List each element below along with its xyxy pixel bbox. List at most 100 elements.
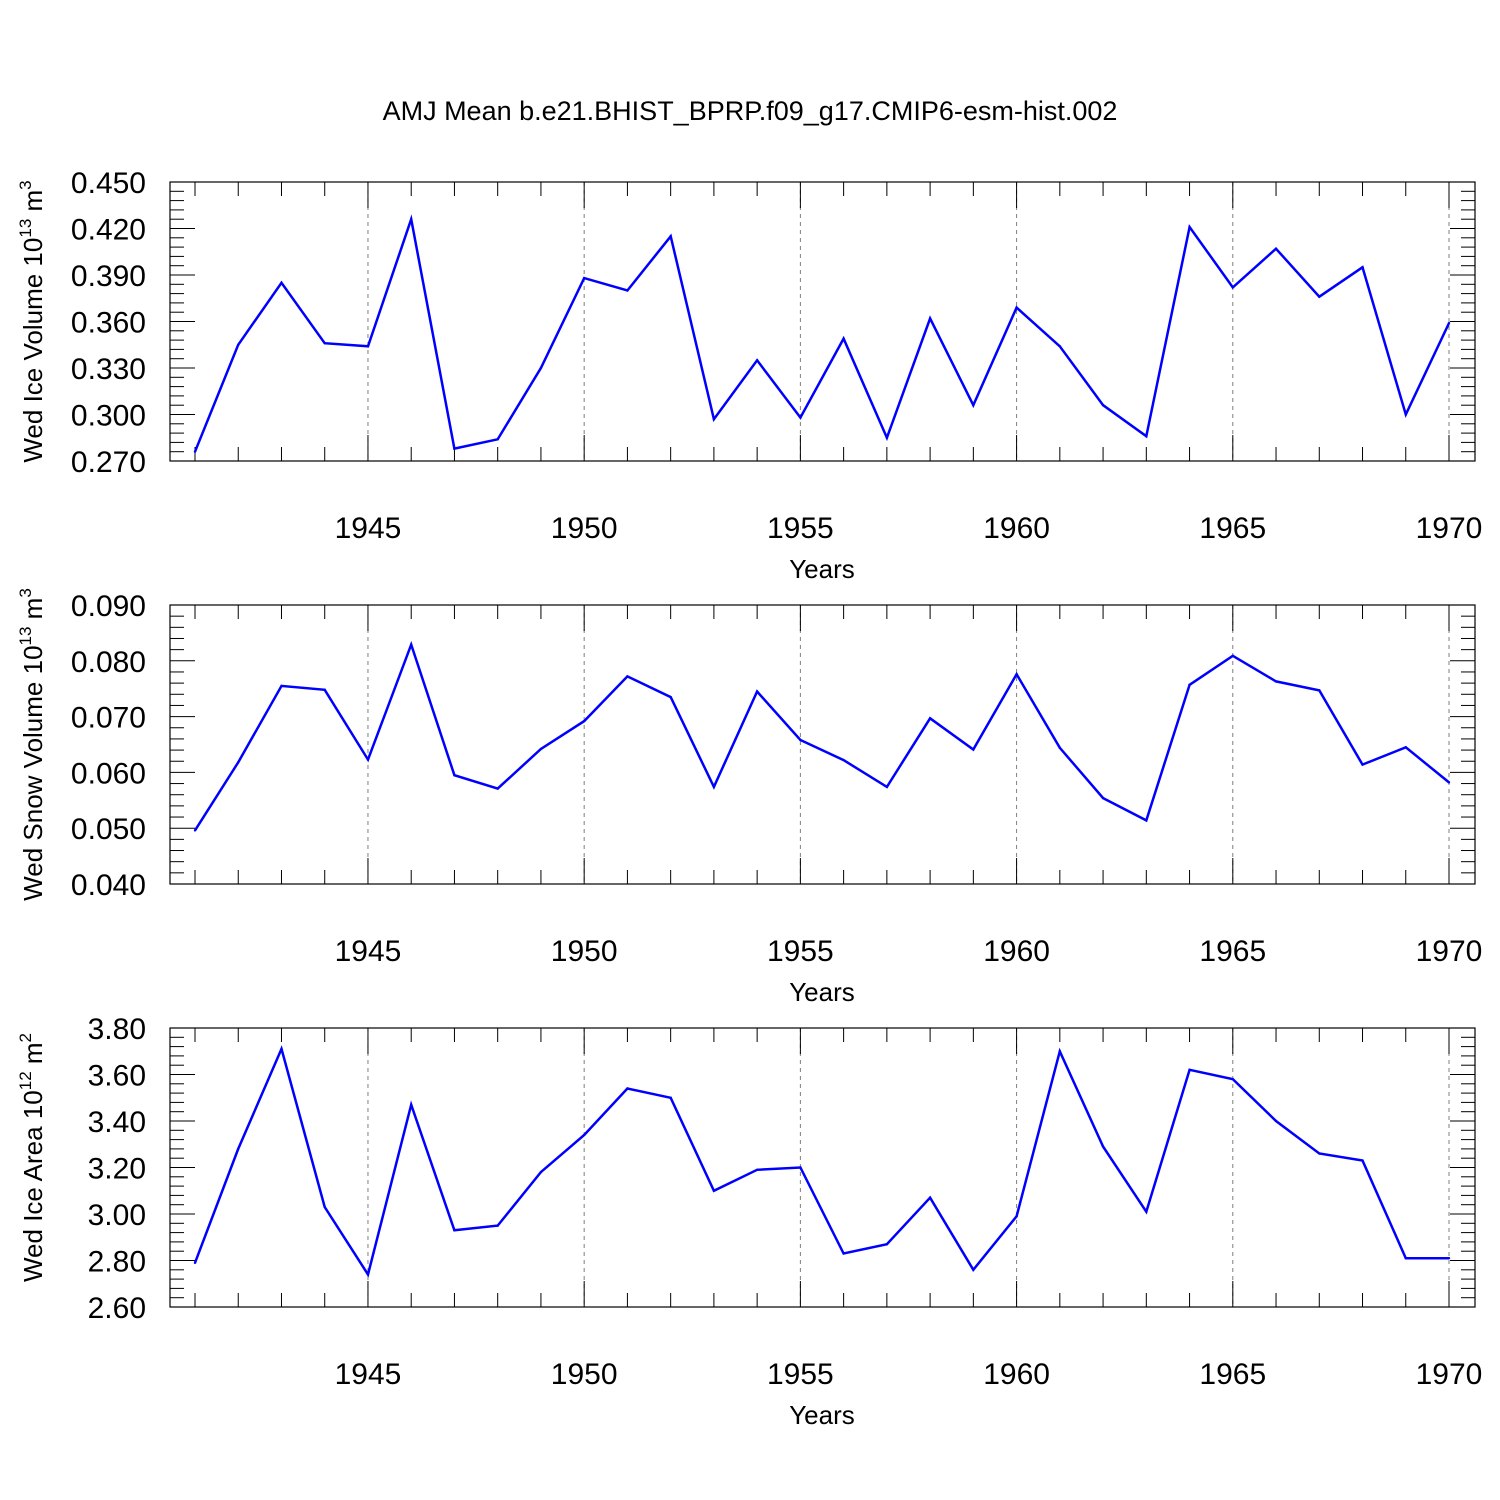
y-axis-label: Wed Snow Volume 1013 m3 bbox=[16, 588, 48, 901]
x-tick-label: 1955 bbox=[767, 512, 834, 545]
data-point bbox=[1447, 781, 1451, 784]
x-tick-label: 1960 bbox=[983, 512, 1050, 545]
data-point bbox=[1101, 796, 1105, 800]
y-axis-label-part: m bbox=[18, 1042, 48, 1071]
y-axis-label-part: Wed Snow Volume 10 bbox=[18, 645, 48, 900]
y-axis-label-superscript: 12 bbox=[16, 1071, 35, 1090]
data-point bbox=[626, 1087, 629, 1090]
y-tick-label: 0.330 bbox=[71, 353, 146, 386]
y-tick-label: 2.60 bbox=[88, 1292, 146, 1325]
data-point bbox=[193, 829, 197, 832]
data-point bbox=[1015, 672, 1018, 676]
x-tick-label: 1955 bbox=[767, 935, 834, 968]
data-point bbox=[1318, 295, 1321, 298]
data-point bbox=[582, 719, 586, 723]
x-tick-label: 1945 bbox=[335, 1358, 402, 1391]
data-point bbox=[799, 1166, 802, 1169]
data-point bbox=[1015, 306, 1018, 309]
data-point bbox=[1101, 404, 1105, 407]
series-line bbox=[193, 640, 1450, 832]
plot-frame bbox=[169, 604, 1476, 885]
data-point bbox=[626, 675, 629, 678]
data-point bbox=[496, 787, 499, 790]
data-point bbox=[496, 438, 499, 441]
data-point bbox=[1231, 654, 1234, 657]
y-tick-label: 0.360 bbox=[71, 307, 146, 340]
data-point bbox=[842, 337, 845, 340]
data-point bbox=[755, 359, 759, 362]
data-point bbox=[626, 289, 629, 292]
data-point bbox=[972, 748, 975, 751]
data-point bbox=[1058, 1050, 1062, 1053]
series-line bbox=[193, 1045, 1449, 1278]
data-point bbox=[1058, 345, 1062, 348]
data-point bbox=[799, 738, 802, 742]
data-point bbox=[885, 1243, 889, 1246]
panel-2: 0.040 0.050 0.060 0.070 0.080 0.090 1945 1950 19… bbox=[16, 588, 1482, 1007]
data-point bbox=[1318, 1152, 1321, 1155]
x-tick-label: 1965 bbox=[1199, 1358, 1266, 1391]
y-axis-label-superscript: 13 bbox=[16, 627, 35, 646]
y-tick-label: 2.80 bbox=[88, 1246, 146, 1279]
x-tick-label: 1970 bbox=[1416, 935, 1483, 968]
data-point bbox=[1361, 266, 1364, 269]
data-point bbox=[712, 417, 716, 421]
x-tick-label: 1960 bbox=[983, 1358, 1050, 1391]
data-point bbox=[1361, 1159, 1364, 1162]
data-point bbox=[323, 342, 326, 345]
y-tick-label: 3.80 bbox=[88, 1013, 146, 1046]
y-axis-label-part: Wed Ice Area 10 bbox=[18, 1090, 48, 1282]
data-point bbox=[280, 1047, 283, 1051]
y-axis-label-superscript: 13 bbox=[16, 219, 35, 238]
x-tick-label: 1960 bbox=[983, 935, 1050, 968]
y-axis-label-part: Wed Ice Volume 10 bbox=[18, 238, 48, 463]
y-axis-label-superscript: 2 bbox=[16, 1033, 35, 1042]
data-point bbox=[842, 1252, 845, 1255]
data-point bbox=[280, 281, 283, 284]
data-point bbox=[885, 785, 889, 789]
y-tick-label: 0.390 bbox=[71, 260, 146, 293]
data-point bbox=[1058, 746, 1062, 750]
data-point bbox=[237, 1147, 240, 1151]
x-tick-label: 1945 bbox=[335, 512, 402, 545]
data-point bbox=[755, 690, 759, 693]
x-tick-label: 1950 bbox=[551, 935, 618, 968]
data-point bbox=[280, 684, 283, 688]
panel-1: 0.270 0.300 0.330 0.360 0.390 0.420 0.450 1945 1… bbox=[16, 167, 1482, 584]
chart-title: AMJ Mean b.e21.BHIST_BPRP.f09_g17.CMIP6-… bbox=[383, 96, 1118, 126]
x-tick-label: 1945 bbox=[335, 935, 402, 968]
x-tick-label: 1950 bbox=[551, 512, 618, 545]
y-axis-label: Wed Ice Area 1012 m2 bbox=[16, 1033, 48, 1282]
y-tick-label: 0.270 bbox=[71, 446, 146, 479]
series-line bbox=[193, 214, 1451, 453]
x-axis-label: Years bbox=[789, 554, 855, 584]
data-point bbox=[237, 343, 240, 346]
x-tick-label: 1970 bbox=[1416, 512, 1483, 545]
data-point bbox=[712, 785, 716, 789]
x-tick-label: 1965 bbox=[1199, 935, 1266, 968]
y-axis-label: Wed Ice Volume 1013 m3 bbox=[16, 180, 48, 462]
data-point bbox=[928, 317, 932, 320]
data-point bbox=[453, 1229, 456, 1232]
data-point bbox=[712, 1189, 716, 1192]
data-point bbox=[1101, 1145, 1105, 1148]
x-tick-label: 1970 bbox=[1416, 1358, 1483, 1391]
data-point bbox=[582, 276, 586, 280]
data-point bbox=[1274, 247, 1278, 250]
data-point bbox=[755, 1168, 759, 1172]
y-axis-label-superscript: 3 bbox=[16, 588, 35, 597]
data-point bbox=[1274, 680, 1278, 683]
data-point bbox=[366, 345, 370, 348]
y-tick-label: 0.060 bbox=[71, 757, 146, 790]
data-point bbox=[496, 1224, 499, 1227]
data-point bbox=[366, 758, 370, 761]
data-point bbox=[1447, 1256, 1451, 1260]
data-point bbox=[453, 447, 456, 450]
data-point bbox=[1404, 746, 1407, 749]
y-tick-label: 0.040 bbox=[71, 869, 146, 902]
data-point bbox=[539, 1170, 543, 1174]
data-point bbox=[1404, 1256, 1407, 1260]
y-tick-label: 0.050 bbox=[71, 813, 146, 846]
panel-3: 2.60 2.80 3.00 3.20 3.40 3.60 3.80 1945 1950 1955… bbox=[16, 1013, 1482, 1430]
